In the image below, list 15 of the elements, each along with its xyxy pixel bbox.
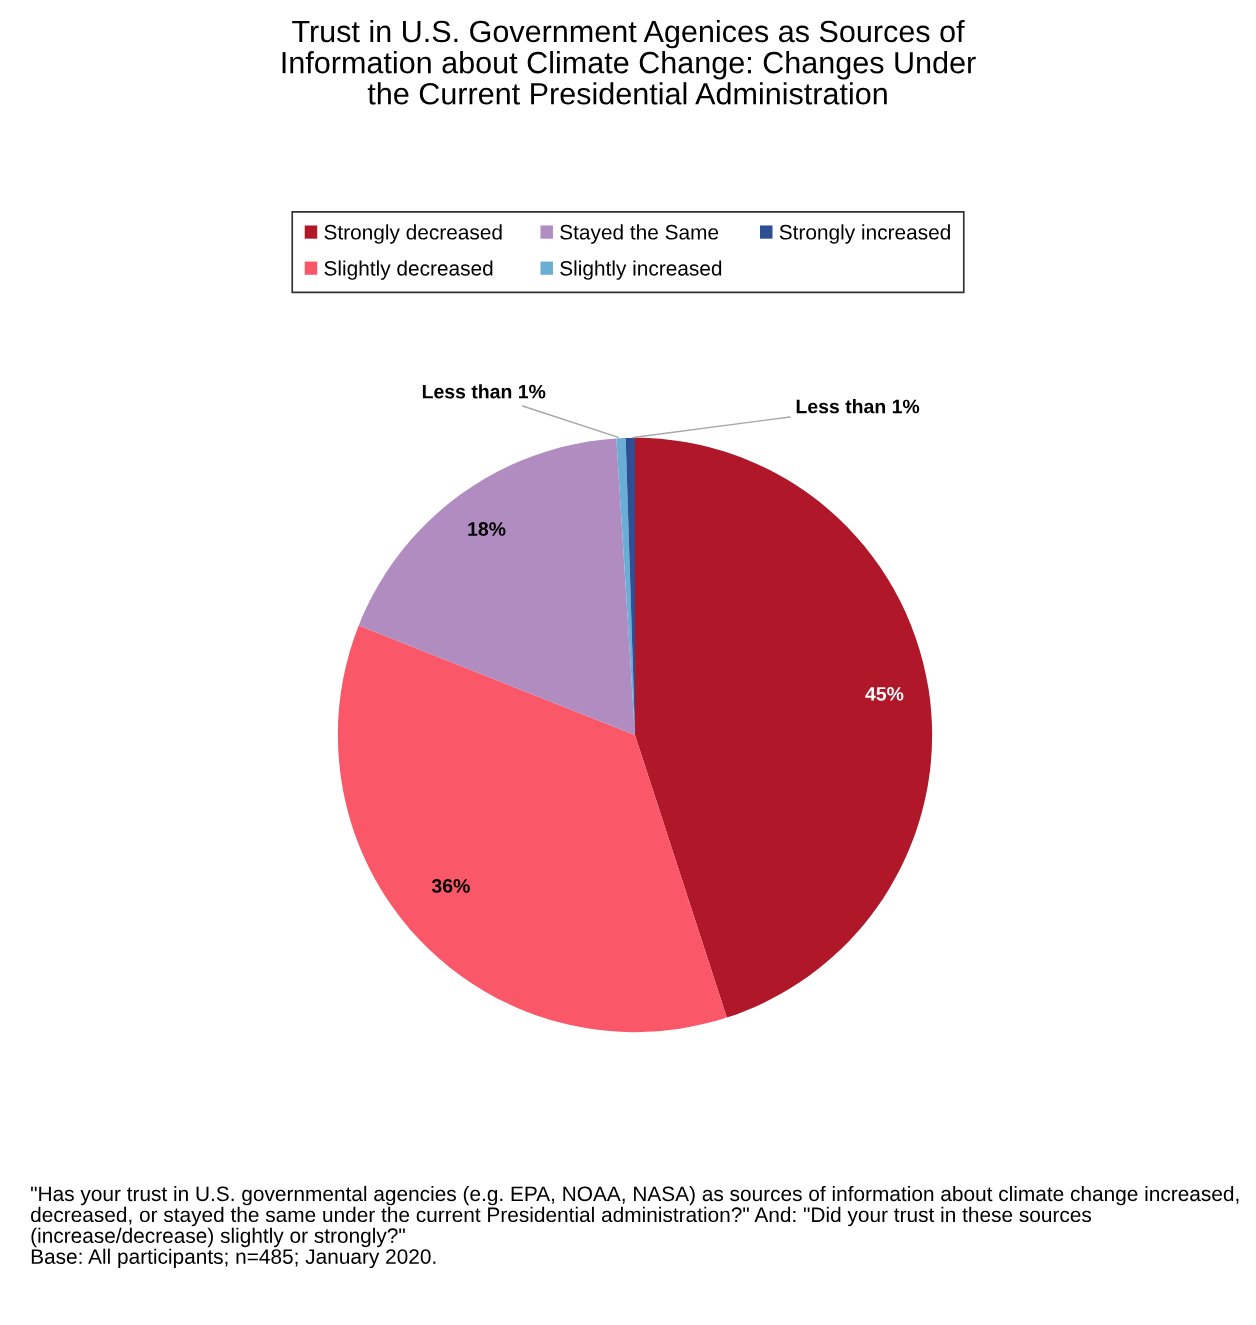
data-label: 45% <box>865 686 904 701</box>
legend-label: Stayed the Same <box>560 224 719 244</box>
data-label: Less than 1% <box>796 399 920 414</box>
text: "Has your trust in U.S. governmental agencies (e.g. EPA, NOAA, NASA) as sources of information about climate change increased, decreased, or stayed the same under the current Presidential administration?" And: "Did your trust in these sources (increase/decrease) slightly or strongly?" Base: All participants; n=485; January 2020. <box>31 1185 1239 1269</box>
pie-slice <box>358 438 635 735</box>
chart-title: Trust in U.S. Government Agenices as Sources of Information about Climate Change: Changes Under the Current Presidential Administration <box>282 19 976 105</box>
data-label: 18% <box>468 522 506 536</box>
data-label: 36% <box>431 879 470 893</box>
pie-slice <box>635 437 933 1018</box>
pie-slice <box>337 625 727 1033</box>
legend-label: Slightly increased <box>560 260 722 280</box>
legend-label: Strongly increased <box>779 224 950 244</box>
legend-label: Slightly decreased <box>324 260 493 280</box>
data-label: Less than 1% <box>422 384 546 399</box>
legend-label: Strongly decreased <box>324 224 502 244</box>
